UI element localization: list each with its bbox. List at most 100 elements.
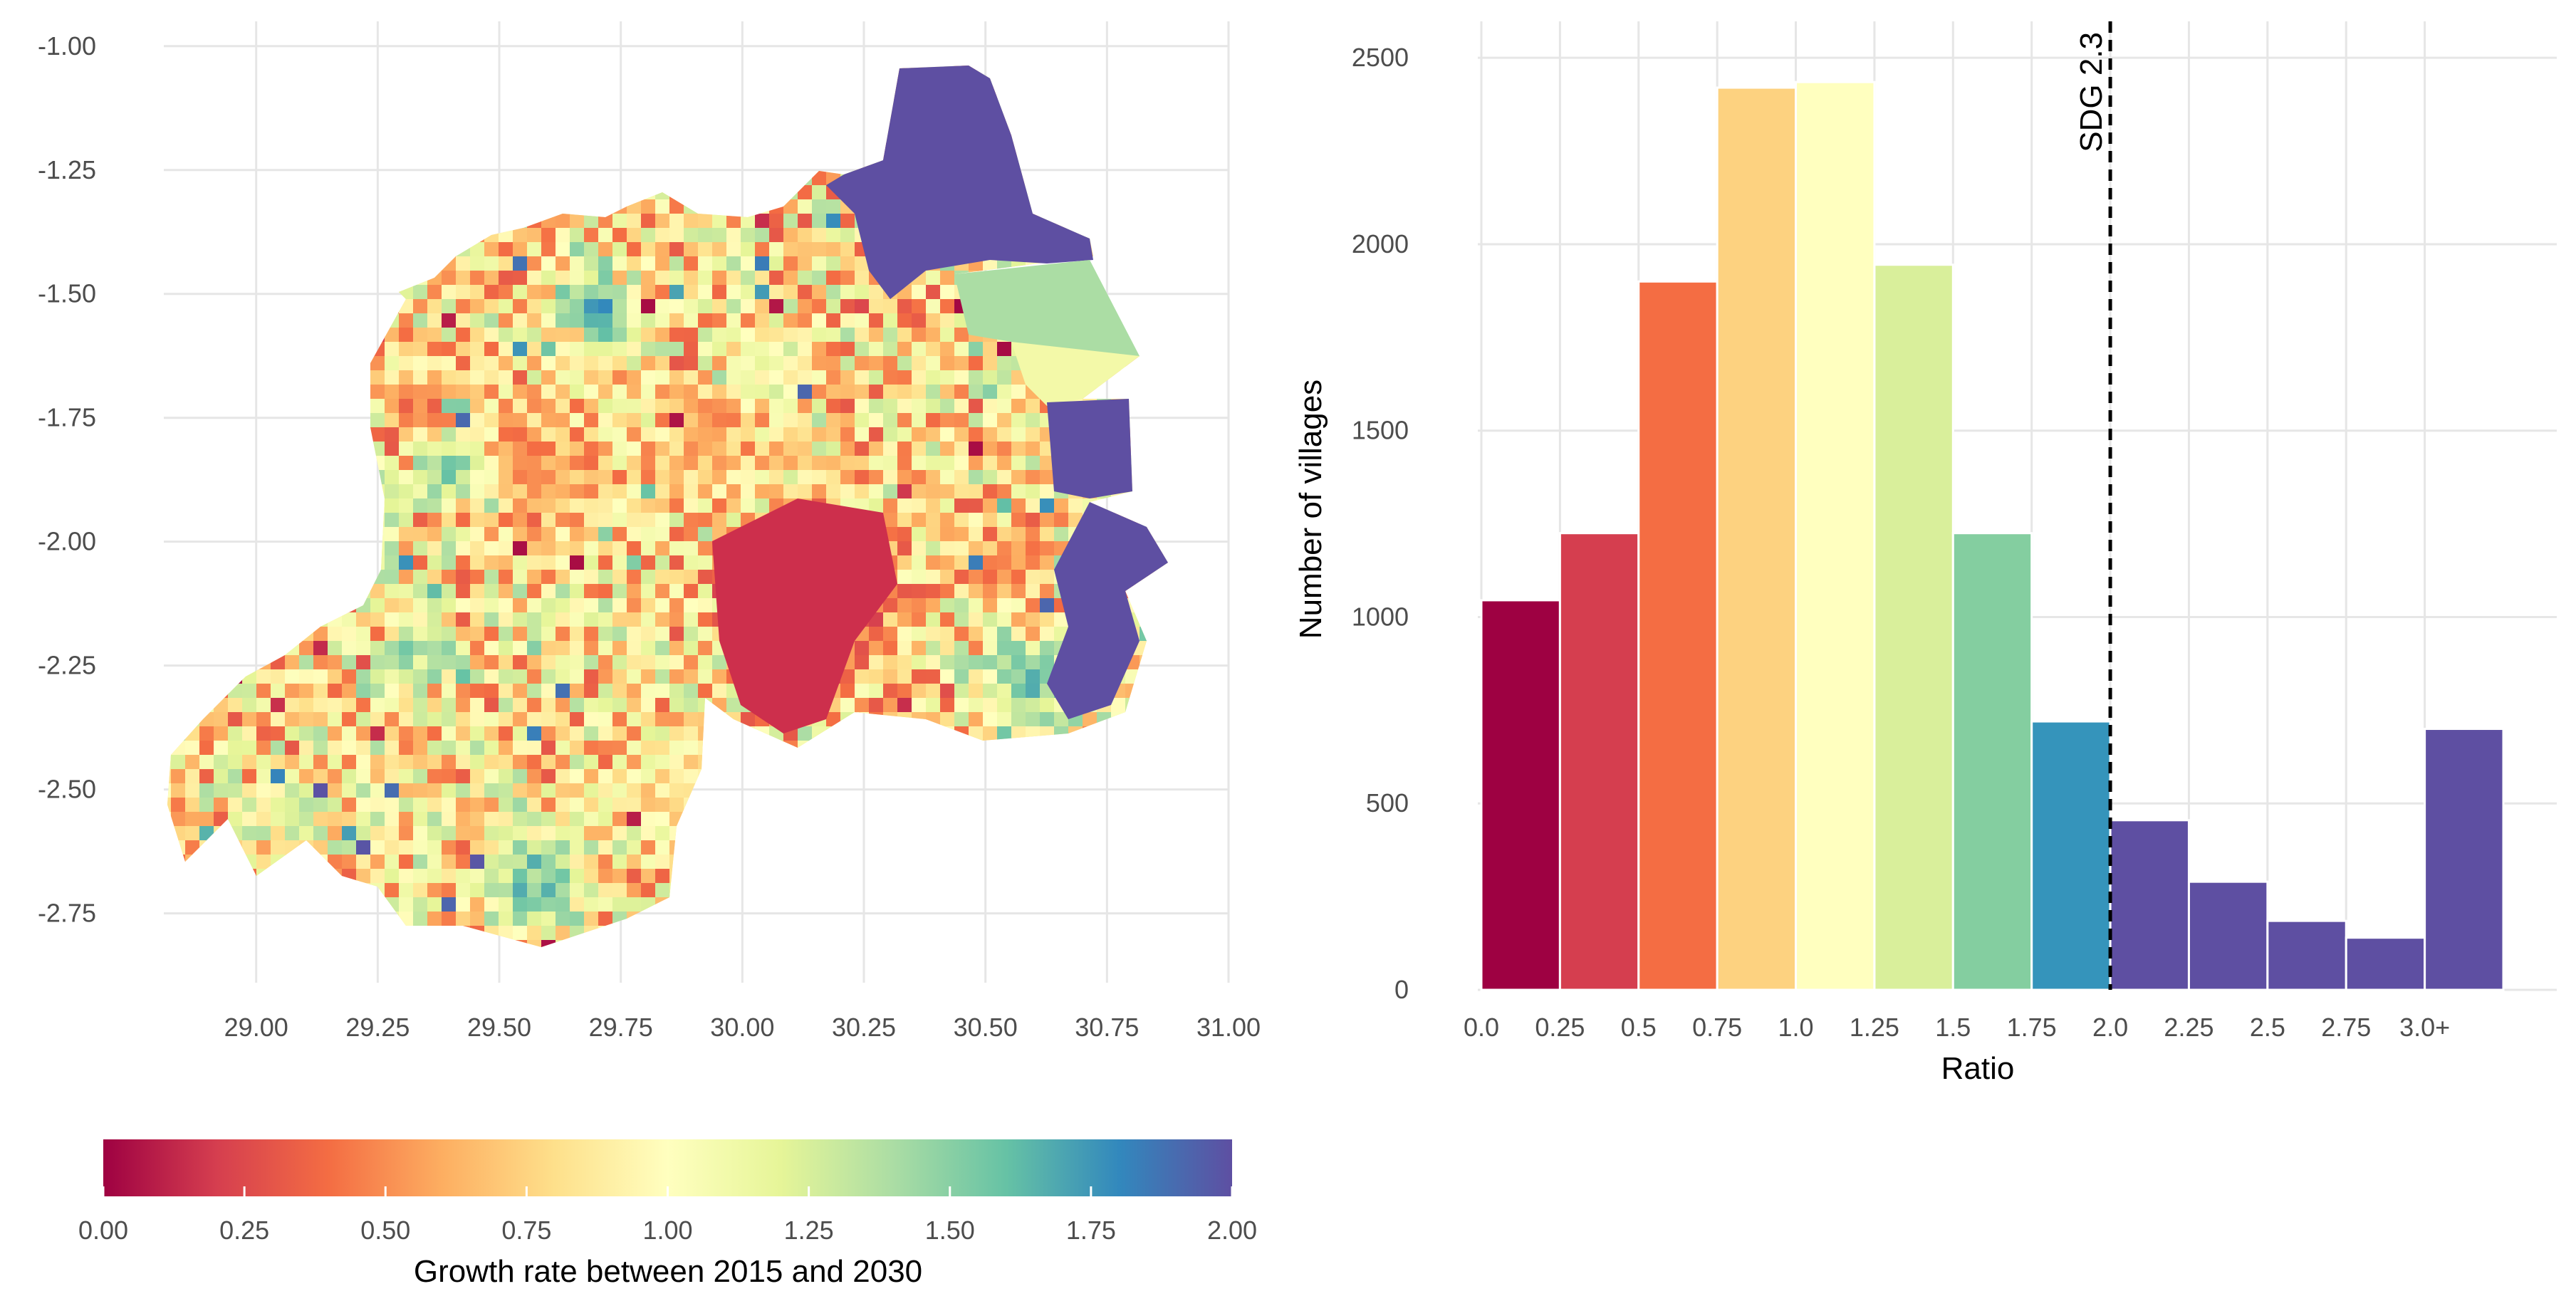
map-cell — [527, 85, 542, 100]
map-cell — [612, 313, 627, 328]
map-cell — [456, 498, 471, 513]
map-cell — [698, 399, 713, 414]
map-cell — [627, 228, 642, 243]
map-cell — [1026, 869, 1041, 884]
map-cell — [556, 399, 570, 414]
map-cell — [897, 840, 912, 855]
map-cell — [456, 826, 471, 841]
map-cell — [598, 442, 613, 456]
map-cell — [1154, 669, 1168, 684]
map-cell — [570, 85, 585, 100]
map-cell — [499, 85, 513, 100]
map-cell — [584, 370, 599, 385]
map-cell — [242, 399, 257, 414]
map-cell — [1111, 271, 1126, 286]
map-panel: -1.00-1.25-1.50-1.75-2.00-2.25-2.50-2.75… — [38, 21, 1261, 1289]
map-cell — [167, 726, 172, 741]
map-cell — [783, 427, 798, 442]
map-cell — [669, 769, 684, 784]
map-cell — [299, 71, 314, 86]
map-cell — [256, 328, 271, 343]
map-cell — [399, 142, 414, 157]
map-cell — [883, 328, 898, 343]
map-cell — [271, 285, 286, 300]
map-cell — [798, 855, 813, 869]
map-cell — [328, 142, 343, 157]
map-cell — [271, 328, 286, 343]
map-cell — [698, 855, 713, 869]
map-cell — [641, 299, 656, 314]
map-cell — [228, 826, 243, 841]
map-cell — [271, 256, 286, 271]
map-cell — [983, 498, 998, 513]
map-cell — [926, 684, 941, 699]
map-cell — [142, 655, 157, 670]
map-cell — [869, 442, 884, 456]
map-cell — [1011, 100, 1026, 115]
map-cell — [199, 142, 214, 157]
map-cell — [570, 370, 585, 385]
map-cell — [171, 883, 186, 898]
map-cell — [584, 299, 599, 314]
map-cell — [612, 855, 627, 869]
map-cell — [1154, 684, 1168, 699]
map-cell — [741, 427, 756, 442]
map-cell — [556, 342, 570, 357]
map-cell — [442, 912, 457, 926]
map-cell — [1026, 741, 1041, 756]
map-cell — [527, 442, 542, 456]
map-cell — [342, 855, 357, 869]
map-cell — [142, 498, 157, 513]
map-cell — [556, 641, 570, 656]
map-cell — [798, 128, 813, 143]
map-cell — [385, 498, 400, 513]
map-cell — [698, 498, 713, 513]
map-cell — [669, 584, 684, 599]
map-cell — [684, 555, 699, 570]
map-cell — [712, 313, 727, 328]
map-cell — [1097, 798, 1112, 813]
map-cell — [527, 171, 542, 186]
map-cell — [484, 570, 499, 585]
map-cell — [442, 71, 457, 86]
map-cell — [167, 641, 172, 656]
map-cell — [883, 826, 898, 841]
map-cell — [271, 869, 286, 884]
map-cell — [641, 954, 656, 969]
map-x-tick-labels: 29.00 29.25 29.50 29.75 30.00 30.25 30.50 30.75… — [224, 1013, 1261, 1042]
map-cell — [926, 783, 941, 798]
map-cell — [883, 598, 898, 613]
map-cell — [185, 669, 200, 684]
map-cell — [271, 128, 286, 143]
map-cell — [1054, 741, 1069, 756]
map-cell — [442, 342, 457, 357]
map-cell — [214, 199, 229, 214]
map-cell — [698, 869, 713, 884]
map-cell — [1011, 627, 1026, 642]
map-cell — [228, 328, 243, 343]
map-cell — [798, 328, 813, 343]
map-cell — [484, 385, 499, 399]
map-cell — [1154, 299, 1168, 314]
map-cell — [313, 826, 328, 841]
map-cell — [271, 370, 286, 385]
map-cell — [328, 171, 343, 186]
map-cell — [869, 926, 884, 941]
map-cell — [655, 498, 670, 513]
map-cell — [655, 627, 670, 642]
map-cell — [556, 513, 570, 528]
map-cell — [484, 726, 499, 741]
map-cell — [1026, 171, 1041, 186]
map-cell — [755, 926, 770, 941]
map-cell — [1040, 114, 1055, 129]
map-cell — [712, 954, 727, 969]
map-cell — [313, 271, 328, 286]
map-cell — [484, 712, 499, 727]
map-cell — [855, 370, 870, 385]
map-cell — [641, 627, 656, 642]
map-cell — [484, 641, 499, 656]
map-cell — [142, 356, 157, 371]
histogram-bar — [2109, 819, 2190, 991]
map-cell — [399, 883, 414, 898]
map-cell — [869, 855, 884, 869]
